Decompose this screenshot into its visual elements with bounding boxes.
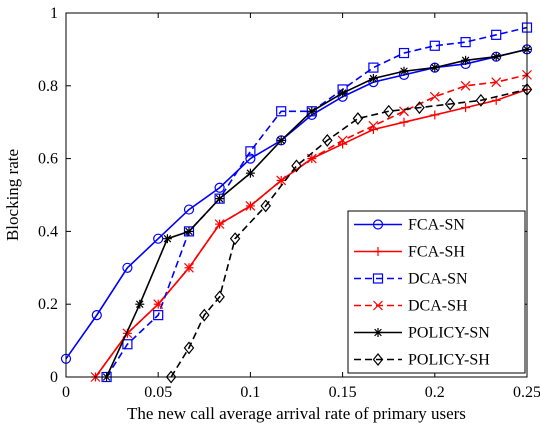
data-point-policy-sh <box>352 112 364 126</box>
series-policy-sn <box>102 44 532 382</box>
y-tick-label: 1 <box>50 5 58 22</box>
data-point-fca-sn <box>153 233 164 244</box>
data-point-policy-sh <box>444 97 456 111</box>
legend-marker-dca-sh <box>373 300 383 311</box>
data-point-dca-sn <box>153 310 164 321</box>
y-axis-label: Blocking rate <box>3 149 22 241</box>
legend-entry-fca-sh: FCA-SH <box>354 244 465 261</box>
legend-marker-fca-sn <box>372 219 384 230</box>
data-point-policy-sh <box>199 308 210 322</box>
data-point-policy-sh <box>183 341 195 355</box>
data-point-policy-sn <box>368 74 378 84</box>
data-point-dca-sh <box>368 120 379 131</box>
data-point-dca-sh <box>399 106 409 117</box>
legend-label-policy-sn: POLICY-SN <box>408 325 490 342</box>
data-point-dca-sn <box>245 146 256 157</box>
legend: FCA-SN FCA-SH DCA-SN DCA-SH POLICY-SN POLICY-… <box>347 210 526 374</box>
x-tick-label: 0.1 <box>240 384 260 401</box>
data-point-fca-sh <box>430 110 440 120</box>
data-point-dca-sn <box>460 37 471 48</box>
data-point-dca-sh <box>429 91 440 102</box>
data-point-policy-sn <box>245 168 255 178</box>
legend-label-dca-sh: DCA-SH <box>408 298 468 315</box>
data-point-fca-sn <box>183 204 195 215</box>
data-point-dca-sh <box>491 77 502 88</box>
data-point-policy-sn <box>399 66 409 76</box>
legend-entry-policy-sh: POLICY-SH <box>354 352 490 369</box>
series-policy-sh <box>165 82 533 384</box>
data-point-policy-sh <box>322 133 333 147</box>
data-point-dca-sh <box>214 219 225 230</box>
data-point-dca-sh <box>184 262 194 273</box>
legend-box <box>347 210 526 374</box>
data-point-fca-sn <box>122 262 133 273</box>
data-point-policy-sh <box>165 370 177 384</box>
data-point-dca-sn <box>276 106 287 117</box>
data-point-policy-sn <box>491 52 501 62</box>
data-point-policy-sh <box>291 159 302 173</box>
legend-marker-dca-sn <box>372 273 384 284</box>
data-point-dca-sh <box>276 175 287 186</box>
data-point-fca-sn <box>214 182 225 193</box>
data-point-policy-sh <box>475 93 487 107</box>
data-point-dca-sh <box>153 299 164 310</box>
y-tick-label: 0.6 <box>38 151 58 168</box>
data-point-dca-sn <box>491 29 502 40</box>
data-point-dca-sh <box>245 200 256 211</box>
y-tick-label: 0.8 <box>38 78 58 95</box>
data-point-policy-sn <box>276 135 286 145</box>
legend-label-fca-sn: FCA-SN <box>408 217 465 234</box>
data-point-fca-sh <box>399 117 409 127</box>
legend-label-fca-sh: FCA-SH <box>408 244 465 261</box>
x-tick-label: 0.2 <box>425 384 445 401</box>
legend-marker-fca-sh <box>373 247 383 256</box>
legend-label-dca-sn: DCA-SN <box>408 271 468 288</box>
data-point-dca-sh <box>460 80 471 91</box>
data-point-dca-sn <box>429 40 440 51</box>
x-axis-label: The new call average arrival rate of pri… <box>127 404 466 423</box>
legend-marker-policy-sn <box>373 328 383 337</box>
x-tick-label: 0.15 <box>329 384 357 401</box>
data-point-fca-sn <box>245 153 256 164</box>
data-point-policy-sn <box>461 55 471 65</box>
data-point-policy-sh <box>383 104 394 118</box>
data-point-policy-sh <box>414 101 425 115</box>
legend-marker-policy-sh <box>372 353 384 366</box>
data-point-policy-sn <box>215 194 225 204</box>
data-point-dca-sh <box>337 135 348 146</box>
data-point-dca-sn <box>368 62 379 73</box>
data-point-policy-sn <box>184 226 194 236</box>
x-tick-label: 0.05 <box>144 384 172 401</box>
data-point-policy-sn <box>430 63 440 73</box>
data-point-policy-sn <box>135 299 145 309</box>
data-point-dca-sn <box>122 339 133 350</box>
data-point-policy-sn <box>338 88 348 98</box>
legend-entry-fca-sn: FCA-SN <box>354 217 465 234</box>
plot-area <box>60 13 533 384</box>
data-point-policy-sh <box>214 290 225 304</box>
legend-entry-dca-sh: DCA-SH <box>354 298 468 315</box>
plot-frame <box>65 12 528 378</box>
y-tick-label: 0.2 <box>38 296 58 313</box>
axes: 0 0.05 0.1 0.15 0.2 0.25 0 0.2 0.4 0.6 0.8 1 <box>38 5 540 401</box>
data-point-dca-sn <box>398 47 410 59</box>
y-tick-label: 0.4 <box>38 223 58 240</box>
data-point-policy-sh <box>260 199 271 213</box>
legend-entry-dca-sn: DCA-SN <box>354 271 468 288</box>
y-tick-label: 0 <box>50 369 58 386</box>
x-tick-label: 0.25 <box>513 384 540 401</box>
data-point-policy-sn <box>162 234 172 244</box>
data-point-policy-sn <box>307 106 317 116</box>
data-point-fca-sh <box>461 103 471 113</box>
legend-label-policy-sh: POLICY-SH <box>408 352 490 369</box>
x-tick-label: 0 <box>62 384 70 401</box>
legend-entry-policy-sn: POLICY-SN <box>354 325 490 342</box>
series-line-fca-sn <box>65 48 528 360</box>
data-point-fca-sn <box>91 310 102 321</box>
data-point-policy-sh <box>229 232 241 246</box>
series-line-policy-sh <box>170 88 528 378</box>
